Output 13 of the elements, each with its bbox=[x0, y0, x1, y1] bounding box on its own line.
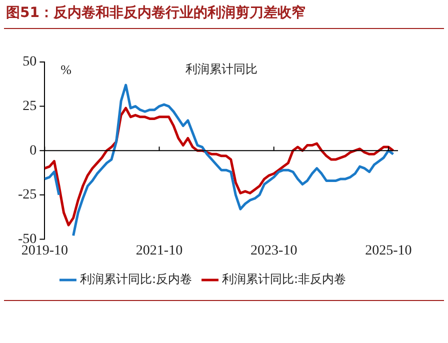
chart-subtitle: 利润累计同比 bbox=[185, 62, 258, 76]
y-axis-title: % bbox=[60, 62, 72, 77]
x-tick-label: 2023-10 bbox=[250, 243, 298, 258]
x-tick-label: 2021-10 bbox=[136, 243, 183, 258]
y-tick-label: -25 bbox=[18, 188, 37, 203]
y-tick-label: 25 bbox=[22, 98, 37, 114]
y-tick-label: 50 bbox=[22, 54, 37, 70]
legend-label: 利润累计同比:非反内卷 bbox=[222, 272, 346, 286]
y-tick-label: 0 bbox=[30, 143, 37, 158]
x-tick-label: 2019-10 bbox=[21, 243, 68, 258]
chart-title: 图51：反内卷和非反内卷行业的利润剪刀差收窄 bbox=[6, 4, 306, 22]
x-tick-label: 2025-10 bbox=[365, 243, 412, 258]
legend-label: 利润累计同比:反内卷 bbox=[80, 272, 192, 286]
